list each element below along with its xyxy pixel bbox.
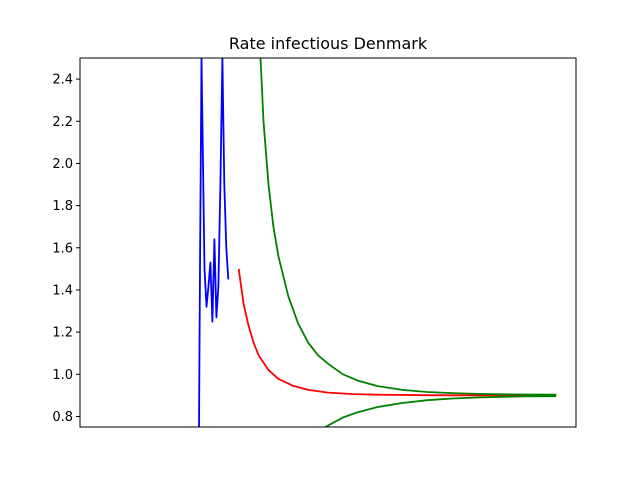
y-tick-label: 1.2 bbox=[52, 326, 73, 341]
plot-frame bbox=[79, 57, 577, 428]
series-line-0 bbox=[198, 58, 230, 427]
y-tick-label: 0.8 bbox=[52, 410, 73, 425]
series-line-1 bbox=[237, 268, 557, 397]
y-tick-label: 2.2 bbox=[52, 115, 73, 130]
y-tick-label: 1.8 bbox=[52, 199, 73, 214]
series-line-3 bbox=[325, 395, 557, 427]
chart-title: Rate infectious Denmark bbox=[229, 34, 428, 53]
y-tick-label: 1.4 bbox=[52, 283, 73, 298]
lines-layer bbox=[198, 58, 557, 427]
y-tick-label: 1.6 bbox=[52, 241, 73, 256]
y-tick-label: 2.0 bbox=[52, 157, 73, 172]
y-tick-label: 2.4 bbox=[52, 73, 73, 88]
y-axis: 0.8 1.0 1.2 1.4 1.6 1.8 2.0 2.2 2.4 bbox=[52, 73, 80, 425]
series-line-2 bbox=[259, 58, 557, 396]
y-tick-label: 1.0 bbox=[52, 368, 73, 383]
